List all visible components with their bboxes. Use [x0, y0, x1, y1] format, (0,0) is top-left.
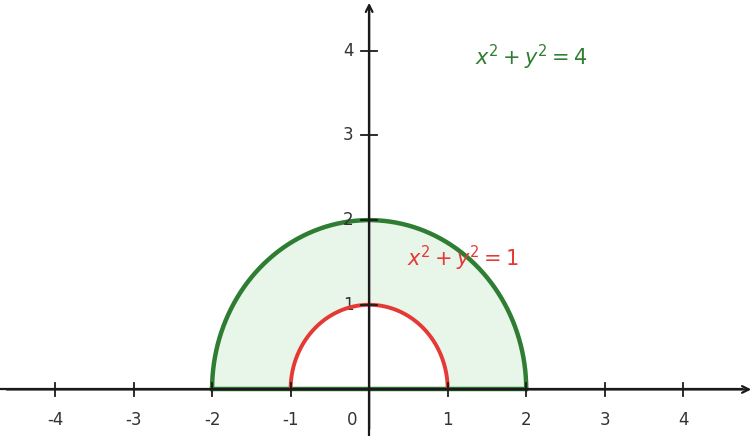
Text: 2: 2: [343, 211, 354, 229]
Text: -3: -3: [125, 411, 142, 429]
Text: 0: 0: [347, 411, 357, 429]
Text: -2: -2: [204, 411, 220, 429]
Text: -4: -4: [47, 411, 63, 429]
Text: $x^2 + y^2 = 4$: $x^2 + y^2 = 4$: [475, 43, 587, 72]
Text: 4: 4: [678, 411, 688, 429]
Text: -1: -1: [282, 411, 299, 429]
Text: 4: 4: [343, 42, 354, 60]
Text: 1: 1: [443, 411, 453, 429]
Text: 2: 2: [521, 411, 532, 429]
Text: $x^2 + y^2 = 1$: $x^2 + y^2 = 1$: [407, 243, 519, 272]
Text: 1: 1: [343, 296, 354, 314]
Text: 3: 3: [599, 411, 610, 429]
Text: 3: 3: [343, 126, 354, 144]
Polygon shape: [212, 220, 526, 389]
